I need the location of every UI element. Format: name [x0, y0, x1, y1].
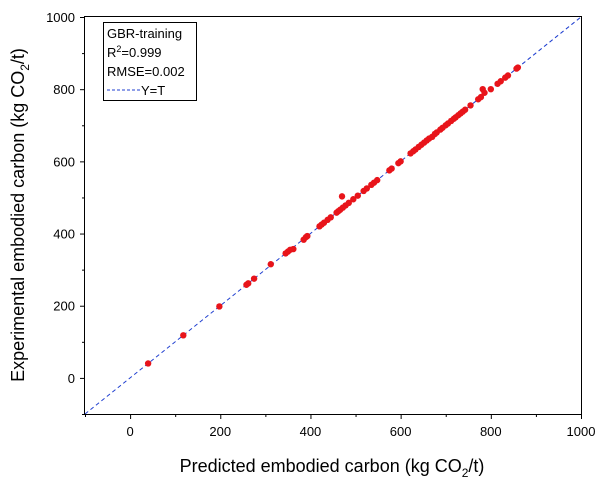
- y-tick-label: 400: [53, 227, 75, 242]
- data-point: [514, 64, 522, 71]
- data-point: [388, 165, 395, 172]
- data-point: [481, 89, 488, 96]
- legend-rmse: RMSE=0.002: [107, 64, 185, 79]
- data-points: [144, 64, 522, 367]
- data-point: [267, 261, 274, 268]
- legend: GBR-training R2=0.999 RMSE=0.002 Y=T: [103, 22, 197, 101]
- x-tick-label: 200: [209, 424, 231, 439]
- data-point: [216, 303, 223, 310]
- legend-title: GBR-training: [107, 26, 182, 41]
- data-point: [327, 214, 334, 221]
- y-axis-title: Experimental embodied carbon (kg CO2/t): [8, 48, 32, 382]
- data-point: [373, 176, 381, 184]
- legend-line-label: Y=T: [141, 83, 165, 98]
- x-tick-label: 0: [126, 424, 133, 439]
- data-point: [354, 192, 361, 199]
- legend-r2: R2=0.999: [107, 44, 162, 60]
- data-point: [350, 196, 357, 203]
- x-tick-label: 600: [390, 424, 412, 439]
- x-tick-label: 400: [300, 424, 322, 439]
- data-point: [397, 158, 404, 165]
- y-tick-label: 1000: [46, 10, 75, 25]
- y-tick-label: 200: [53, 299, 75, 314]
- x-tick-label: 800: [480, 424, 502, 439]
- data-point: [504, 72, 512, 79]
- data-point: [467, 102, 474, 109]
- y-tick-label: 800: [53, 82, 75, 97]
- y-tick-label: 0: [68, 371, 75, 386]
- data-point: [290, 245, 297, 253]
- plot-frame: [84, 16, 582, 415]
- data-point: [487, 85, 495, 93]
- data-point: [363, 185, 371, 192]
- x-tick-label: 1000: [567, 424, 596, 439]
- x-axis-title: Predicted embodied carbon (kg CO2/t): [180, 456, 485, 480]
- data-point: [497, 78, 504, 85]
- legend-box: [103, 22, 197, 101]
- data-point: [180, 332, 187, 339]
- data-point: [144, 360, 152, 367]
- data-point: [245, 280, 252, 287]
- data-point: [250, 275, 258, 282]
- data-point: [461, 106, 469, 113]
- data-point: [477, 93, 485, 101]
- data-point: [304, 232, 311, 240]
- axis-ticks: 0 200 400 600 800 1000 0 200 400 600 800 1000: [46, 10, 595, 439]
- data-point: [345, 199, 352, 207]
- data-point: [338, 193, 346, 200]
- y-tick-label: 600: [53, 154, 75, 169]
